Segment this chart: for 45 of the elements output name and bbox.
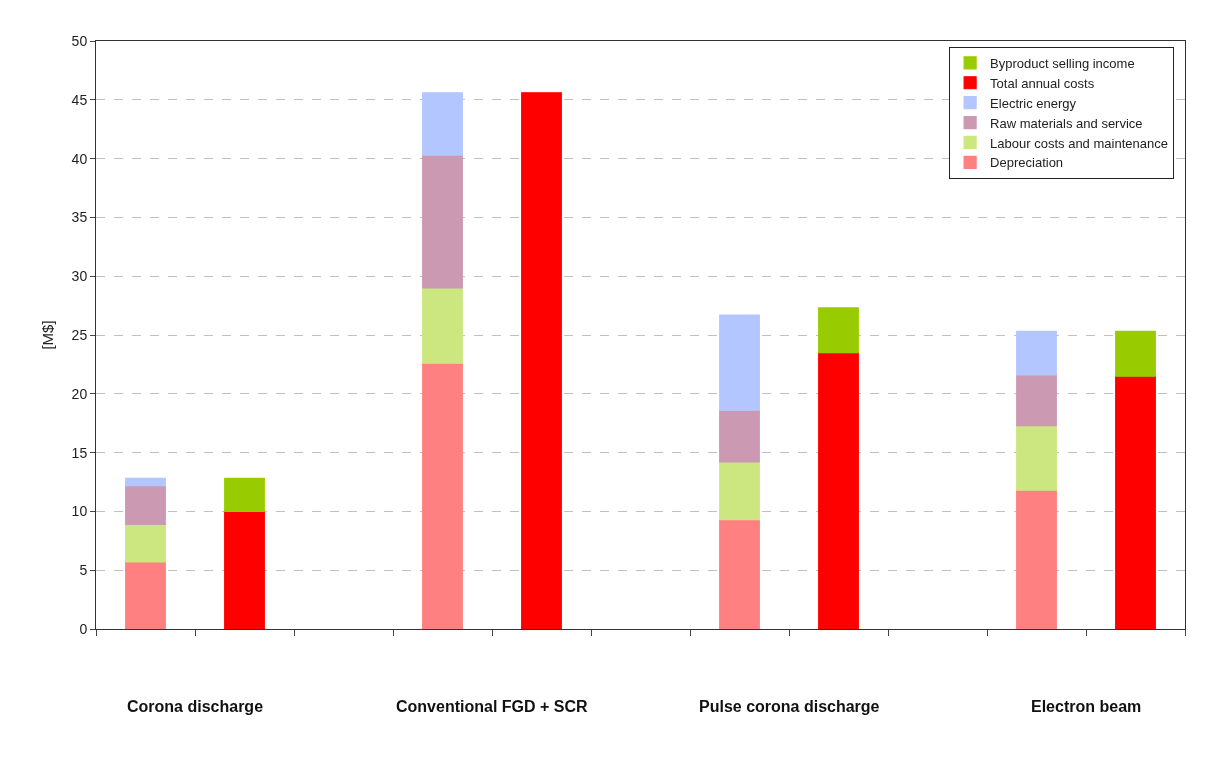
bar bbox=[125, 477, 166, 487]
legend-label: Raw materials and service bbox=[990, 115, 1143, 131]
bar bbox=[1016, 330, 1057, 376]
bar bbox=[719, 409, 760, 463]
bar bbox=[422, 154, 463, 289]
bar bbox=[125, 561, 166, 629]
bar bbox=[818, 307, 859, 354]
bar bbox=[224, 510, 265, 629]
y-tick-label: 0 bbox=[79, 620, 88, 637]
legend-label: Byproduct selling income bbox=[990, 55, 1135, 71]
y-tick-label: 50 bbox=[71, 32, 88, 49]
bar bbox=[1016, 489, 1057, 629]
bar bbox=[125, 523, 166, 563]
legend-label: Depreciation bbox=[990, 155, 1064, 171]
y-tick-label: 45 bbox=[71, 91, 88, 108]
y-tick-label: 20 bbox=[71, 385, 88, 402]
y-axis-title: [M$] bbox=[38, 320, 56, 350]
bar bbox=[719, 519, 760, 629]
bar bbox=[521, 92, 562, 629]
y-tick-label: 35 bbox=[71, 209, 88, 226]
legend-label: Labour costs and maintenance bbox=[990, 135, 1168, 151]
bar bbox=[818, 352, 859, 629]
bar bbox=[224, 477, 265, 512]
bar bbox=[1016, 424, 1057, 491]
bar bbox=[1115, 375, 1156, 629]
text: Conventional FGD + SCR bbox=[396, 698, 589, 715]
bar bbox=[1115, 330, 1156, 377]
y-tick-label: 25 bbox=[71, 326, 88, 343]
text: Corona discharge bbox=[127, 698, 264, 715]
text: Pulse corona discharge bbox=[699, 698, 880, 715]
bar bbox=[1016, 374, 1057, 427]
bar bbox=[422, 287, 463, 364]
y-tick-label: 30 bbox=[71, 268, 88, 285]
bar bbox=[125, 484, 166, 525]
y-tick-label: 40 bbox=[71, 150, 88, 167]
y-tick-label: 5 bbox=[79, 562, 88, 579]
bar bbox=[719, 461, 760, 521]
legend-label: Total annual costs bbox=[990, 75, 1095, 91]
bar bbox=[422, 362, 463, 629]
bar bbox=[719, 314, 760, 411]
y-tick-label: 15 bbox=[71, 444, 88, 461]
bar bbox=[422, 92, 463, 156]
legend-label: Electric energy bbox=[990, 95, 1077, 111]
text: Electron beam bbox=[1031, 698, 1142, 715]
y-tick-label: 10 bbox=[71, 503, 88, 520]
